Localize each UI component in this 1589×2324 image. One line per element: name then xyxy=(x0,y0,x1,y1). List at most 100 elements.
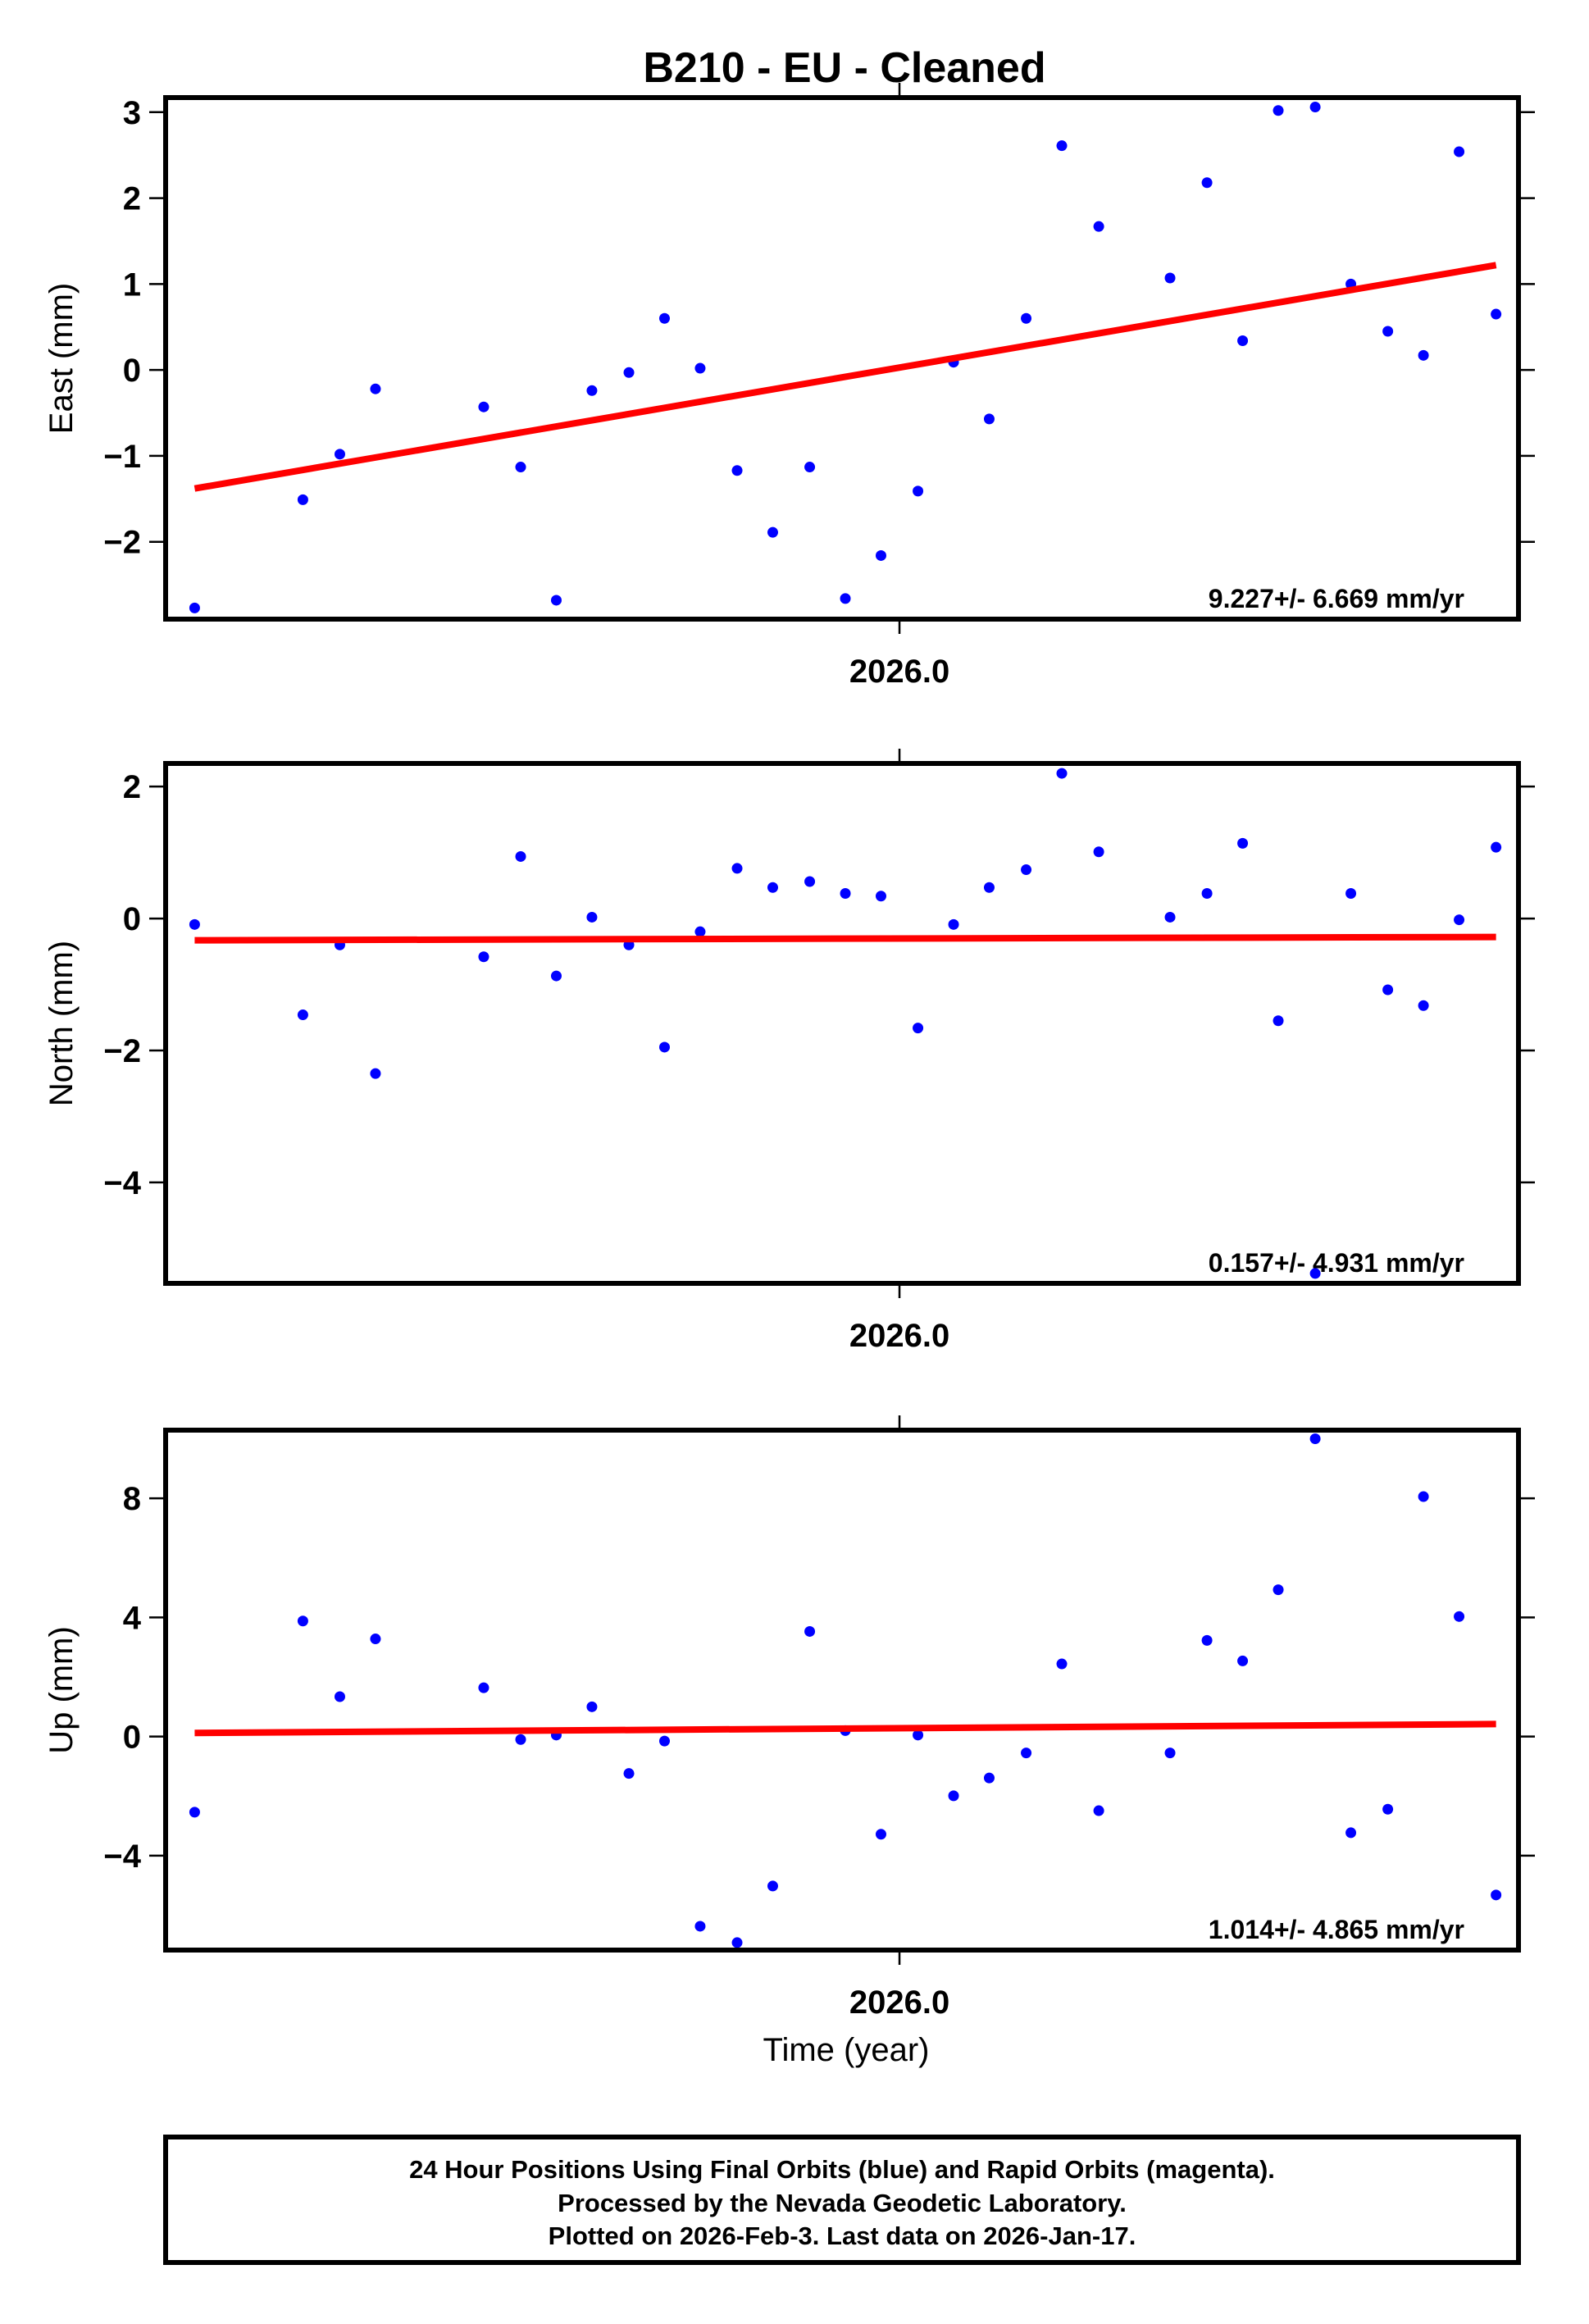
figure-title: B210 - EU - Cleaned xyxy=(643,44,1045,92)
x-tick-label: 2026.0 xyxy=(849,1318,949,1354)
data-point xyxy=(1237,335,1249,347)
plot-frame xyxy=(163,1428,1521,1953)
data-point xyxy=(1056,1658,1068,1670)
data-point xyxy=(586,385,598,396)
trend-line xyxy=(194,933,1496,944)
data-point xyxy=(804,876,816,887)
data-point xyxy=(515,850,526,862)
trend-line xyxy=(194,1720,1496,1737)
data-point xyxy=(1418,1491,1429,1502)
data-point xyxy=(1491,1889,1502,1901)
y-tick-label: −4 xyxy=(103,1839,141,1875)
rate-label: 1.014+/- 4.865 mm/yr xyxy=(1209,1915,1464,1944)
y-axis-label: East (mm) xyxy=(43,283,80,434)
data-point xyxy=(297,1009,308,1021)
y-tick-label: −4 xyxy=(103,1165,141,1201)
data-point xyxy=(1491,308,1502,320)
data-point xyxy=(1056,140,1068,152)
x-axis-label: Time (year) xyxy=(763,2032,930,2068)
panel-east: 3 2 1 0 −1 −2 2026.0 East (mm) 9.227+/- 6.669 mm… xyxy=(43,83,1535,690)
data-point xyxy=(1201,888,1213,899)
rate-label: 9.227+/- 6.669 mm/yr xyxy=(1209,584,1464,613)
data-point xyxy=(297,1615,308,1627)
data-point xyxy=(586,911,598,923)
data-point xyxy=(983,1772,995,1784)
data-point xyxy=(1454,146,1465,157)
data-point xyxy=(550,595,562,606)
footer-line-2: Processed by the Nevada Geodetic Laborat… xyxy=(558,2189,1127,2217)
footer-line-3: Plotted on 2026-Feb-3. Last data on 2026… xyxy=(549,2221,1136,2250)
data-point xyxy=(983,413,995,425)
data-point xyxy=(1237,1655,1249,1666)
footer-frame xyxy=(163,2135,1521,2265)
data-point xyxy=(694,1921,706,1932)
data-point xyxy=(189,1807,200,1818)
data-point xyxy=(1237,837,1249,849)
data-point xyxy=(478,401,489,412)
data-point xyxy=(370,1068,381,1079)
y-tick-label: −2 xyxy=(103,525,141,561)
data-point xyxy=(1345,1827,1357,1839)
data-point xyxy=(875,891,886,902)
data-point xyxy=(1164,911,1176,923)
footer-box: 24 Hour Positions Using Final Orbits (bl… xyxy=(163,2135,1521,2265)
data-point xyxy=(1164,1748,1176,1759)
data-point xyxy=(913,1023,924,1034)
data-point xyxy=(694,362,706,374)
data-point xyxy=(840,593,851,604)
data-point xyxy=(1491,841,1502,853)
y-tick-label: 3 xyxy=(123,95,141,131)
panel-up: 8 4 0 −4 2026.0 Up (mm) Time (year) 1.014+/- 4.… xyxy=(43,1415,1535,2068)
panel-north: 2 0 −2 −4 2026.0 North (mm) 0.157+/- 4.931 mm/… xyxy=(43,749,1535,1354)
footer-line-1: 24 Hour Positions Using Final Orbits (bl… xyxy=(409,2155,1275,2184)
data-point xyxy=(1021,864,1032,876)
data-point xyxy=(189,918,200,930)
data-point xyxy=(1164,272,1176,284)
data-point xyxy=(875,1829,886,1840)
data-point xyxy=(1273,105,1284,116)
y-tick-label: 2 xyxy=(123,181,141,217)
y-tick-label: 0 xyxy=(123,1720,141,1756)
data-point xyxy=(767,1880,778,1892)
y-tick-label: 8 xyxy=(123,1481,141,1517)
data-point xyxy=(478,951,489,963)
data-point xyxy=(370,1634,381,1645)
y-tick-label: 0 xyxy=(123,353,141,389)
data-point xyxy=(1093,221,1104,232)
data-point xyxy=(767,526,778,538)
data-point xyxy=(1273,1015,1284,1027)
data-point xyxy=(658,1735,670,1747)
data-point xyxy=(297,494,308,505)
rate-label: 0.157+/- 4.931 mm/yr xyxy=(1209,1248,1464,1278)
data-point xyxy=(1345,888,1357,899)
data-point xyxy=(694,926,706,937)
data-point xyxy=(767,882,778,893)
data-point xyxy=(1418,1000,1429,1011)
y-axis-label: Up (mm) xyxy=(43,1626,80,1754)
data-point xyxy=(334,449,345,460)
data-point xyxy=(1382,984,1394,996)
x-tick-label: 2026.0 xyxy=(849,654,949,690)
data-point xyxy=(550,970,562,982)
y-tick-label: 0 xyxy=(123,901,141,937)
y-tick-label: −2 xyxy=(103,1033,141,1069)
data-point xyxy=(1418,349,1429,361)
data-point xyxy=(1273,1584,1284,1596)
data-point xyxy=(1021,312,1032,324)
data-point xyxy=(1093,846,1104,858)
y-tick-label: 1 xyxy=(123,267,141,303)
data-point xyxy=(804,462,816,473)
data-point xyxy=(658,1041,670,1053)
data-point xyxy=(189,602,200,613)
data-point xyxy=(731,465,743,476)
x-tick-label: 2026.0 xyxy=(849,1985,949,2021)
data-point xyxy=(1201,177,1213,189)
data-point xyxy=(913,485,924,497)
y-tick-label: 4 xyxy=(123,1600,142,1636)
data-point xyxy=(840,888,851,899)
data-point xyxy=(913,1729,924,1741)
data-point xyxy=(1309,1433,1321,1445)
data-point xyxy=(1201,1634,1213,1646)
data-point xyxy=(1021,1748,1032,1759)
